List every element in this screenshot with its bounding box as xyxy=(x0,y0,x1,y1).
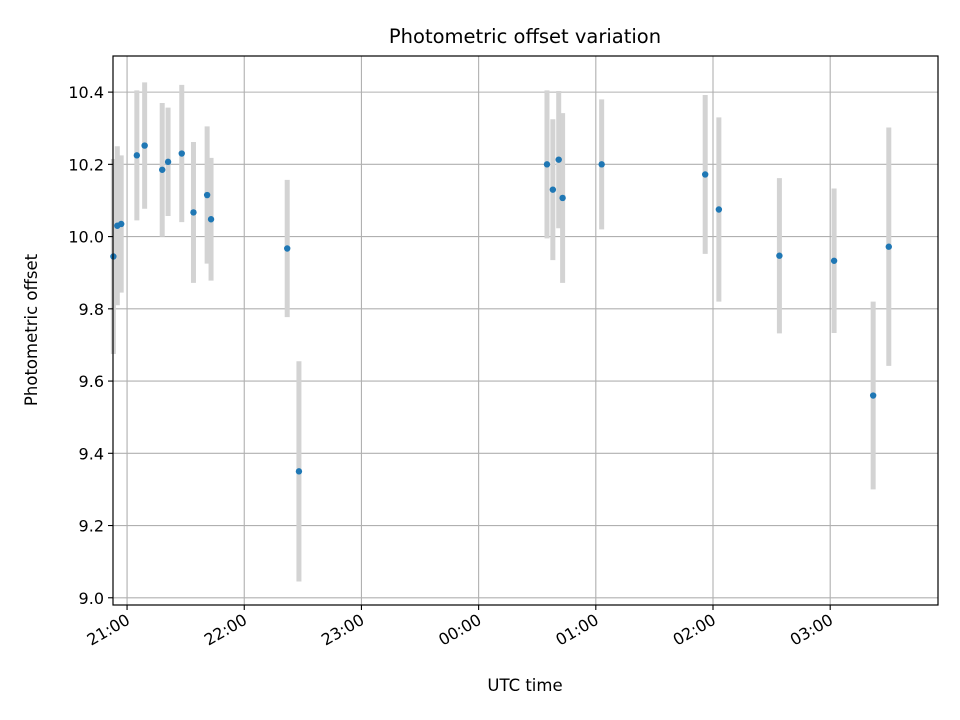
data-point xyxy=(141,142,148,149)
y-tick-label: 10.4 xyxy=(68,83,104,102)
data-point xyxy=(207,216,215,223)
data-point xyxy=(559,194,566,202)
y-tick-label: 10.2 xyxy=(68,155,104,174)
data-points xyxy=(110,142,892,475)
data-point xyxy=(598,161,605,168)
x-axis-label: UTC time xyxy=(487,676,562,695)
data-point xyxy=(118,220,125,228)
y-axis: 9.0 9.2 9.4 9.6 9.8 10.0 10.2 10.4 xyxy=(68,83,113,608)
data-point xyxy=(190,209,197,216)
data-point xyxy=(159,166,166,173)
data-point xyxy=(295,468,303,475)
y-tick-label: 10.0 xyxy=(68,228,104,247)
y-tick-label: 9.2 xyxy=(79,517,104,536)
data-point xyxy=(701,171,709,178)
data-point xyxy=(830,257,838,264)
y-axis-label: Photometric offset xyxy=(22,253,41,406)
data-point xyxy=(203,191,211,199)
y-tick-label: 9.6 xyxy=(79,372,104,391)
data-point xyxy=(133,152,141,159)
data-point xyxy=(715,206,723,213)
chart-title: Photometric offset variation xyxy=(389,25,661,48)
grid xyxy=(113,56,938,605)
data-point xyxy=(164,158,172,166)
data-point xyxy=(543,161,551,168)
y-tick-label: 9.4 xyxy=(79,444,104,463)
data-point xyxy=(549,186,557,193)
data-point xyxy=(869,392,877,399)
data-point xyxy=(178,150,185,157)
plot-frame xyxy=(112,55,939,606)
data-point xyxy=(555,156,562,163)
data-point xyxy=(885,243,892,250)
y-tick-label: 9.8 xyxy=(79,300,104,319)
data-point xyxy=(776,252,783,259)
data-point xyxy=(284,245,291,252)
y-tick-label: 9.0 xyxy=(79,589,104,608)
